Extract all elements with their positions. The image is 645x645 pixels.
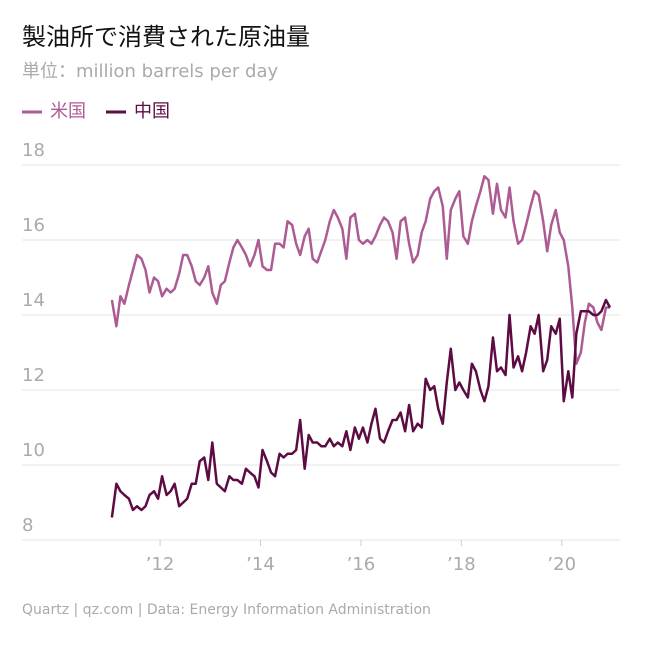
- legend-label: 米国: [50, 101, 86, 122]
- x-tick-label: ’16: [347, 554, 376, 575]
- y-tick-label: 10: [22, 440, 45, 461]
- chart-title: 製油所で消費された原油量: [22, 23, 310, 51]
- y-tick-label: 16: [22, 215, 45, 236]
- x-tick-label: ’18: [447, 554, 476, 575]
- series-line: [110, 298, 612, 518]
- x-tick-label: ’14: [246, 554, 275, 575]
- source-note: Quartz | qz.com | Data: Energy Informati…: [22, 602, 431, 618]
- y-tick-label: 18: [22, 140, 45, 161]
- legend-label: 中国: [134, 101, 170, 122]
- chart-subtitle: 単位：million barrels per day: [22, 61, 278, 82]
- x-tick-label: ’12: [146, 554, 175, 575]
- y-tick-label: 8: [22, 515, 33, 536]
- x-tick-label: ’20: [547, 554, 576, 575]
- y-tick-label: 14: [22, 290, 45, 311]
- y-tick-label: 12: [22, 365, 45, 386]
- series-line: [110, 175, 610, 365]
